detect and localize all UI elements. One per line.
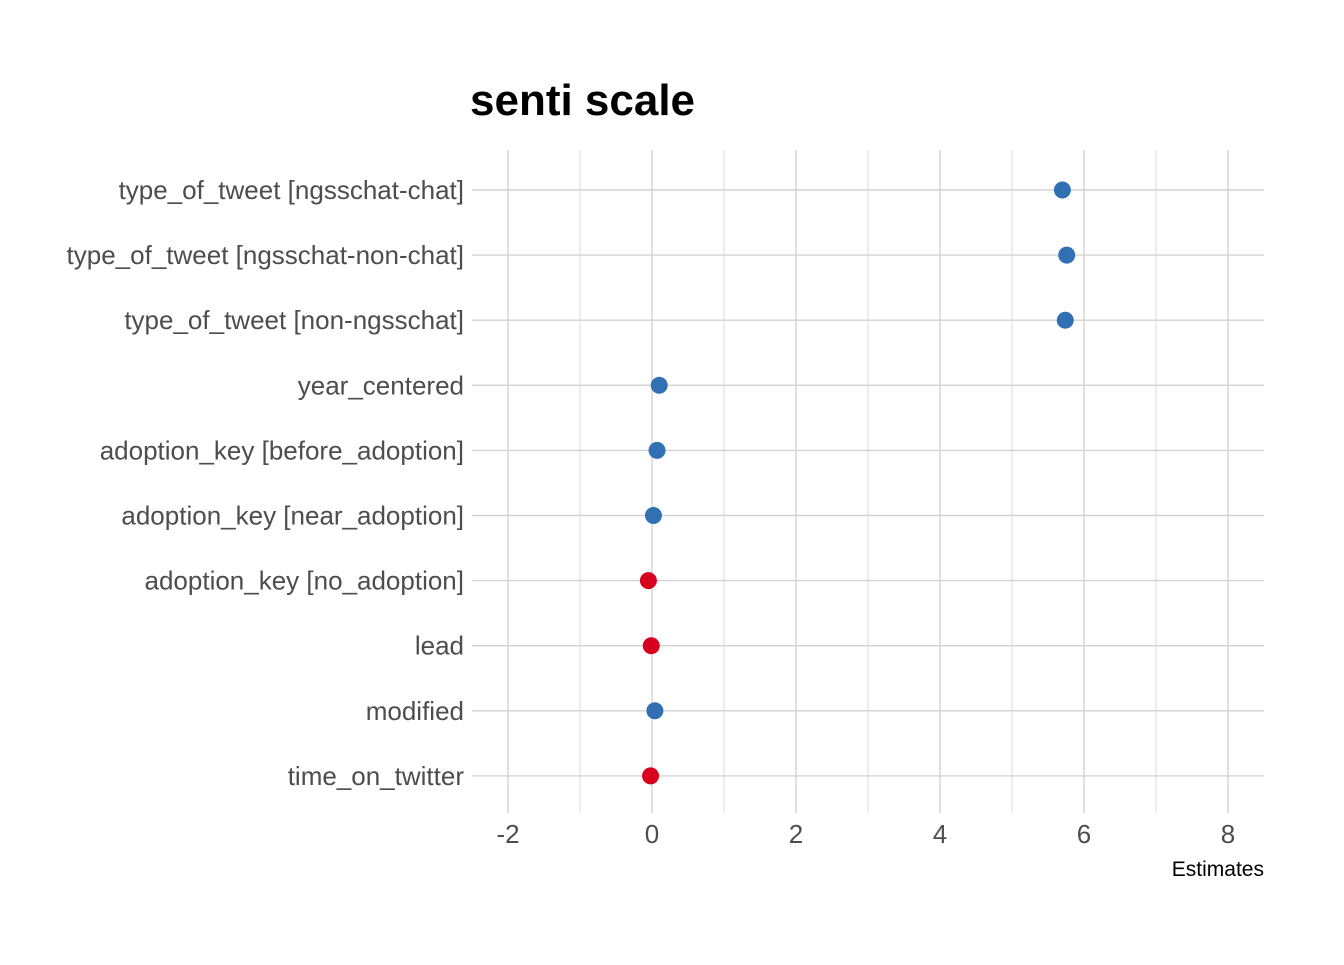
y-tick-label: adoption_key [before_adoption]	[100, 435, 464, 465]
x-tick-label: -2	[496, 819, 519, 849]
estimate-point	[648, 441, 666, 459]
y-tick-label: year_centered	[298, 370, 464, 400]
estimate-point	[644, 507, 662, 524]
estimate-point	[639, 572, 657, 590]
estimate-point	[1058, 246, 1076, 264]
y-tick-label: modified	[366, 696, 464, 726]
y-tick-label: type_of_tweet [non-ngsschat]	[124, 305, 464, 335]
x-axis-labels: -2 0 2 4 6 8	[496, 819, 1235, 849]
x-tick-label: 6	[1077, 819, 1091, 849]
estimate-point	[642, 767, 660, 785]
y-tick-label: time_on_twitter	[288, 761, 465, 791]
y-tick-label: type_of_tweet [ngsschat-chat]	[119, 175, 464, 205]
estimate-points	[639, 181, 1076, 785]
estimate-point	[1056, 311, 1074, 329]
x-axis-title: Estimates	[1172, 858, 1264, 881]
x-tick-label: 8	[1221, 819, 1235, 849]
x-tick-label: 2	[789, 819, 803, 849]
estimate-point	[1053, 181, 1071, 199]
chart-title: senti scale	[470, 76, 695, 125]
y-tick-label: adoption_key [no_adoption]	[145, 566, 465, 596]
y-tick-label: adoption_key [near_adoption]	[121, 501, 464, 531]
estimate-point	[646, 702, 664, 720]
y-tick-label: type_of_tweet [ngsschat-non-chat]	[67, 240, 464, 270]
grid-lines	[472, 150, 1264, 813]
y-tick-label: lead	[415, 631, 464, 661]
estimate-point	[650, 376, 668, 394]
x-tick-label: 0	[645, 819, 659, 849]
estimate-point	[642, 637, 660, 655]
x-tick-label: 4	[933, 819, 947, 849]
y-axis-labels: type_of_tweet [ngsschat-chat] type_of_twe…	[67, 175, 465, 791]
